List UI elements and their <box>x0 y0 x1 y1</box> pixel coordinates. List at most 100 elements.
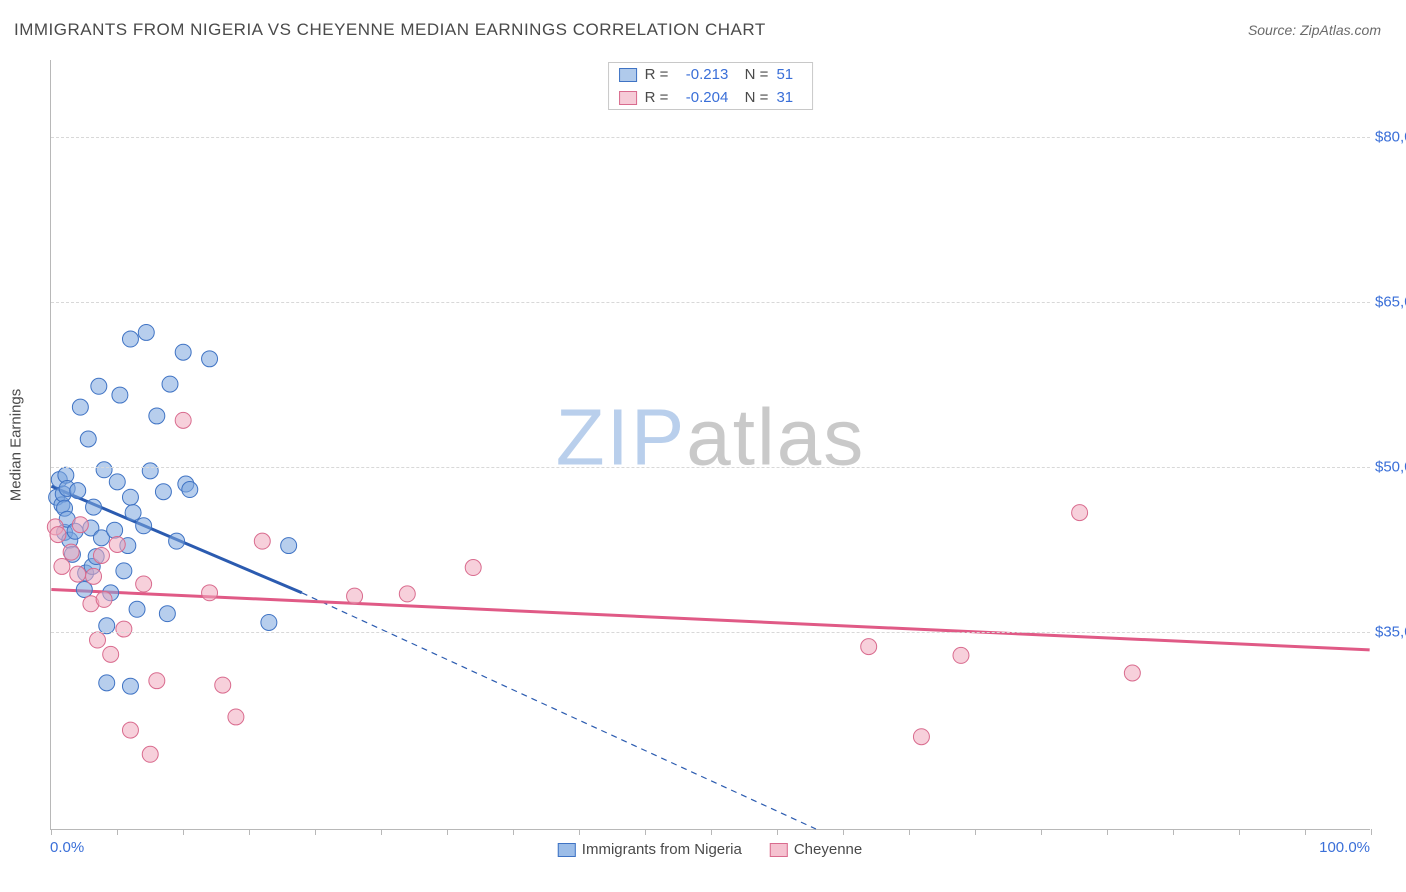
scatter-point <box>175 412 191 428</box>
x-tick <box>777 829 778 835</box>
y-tick-label: $65,000 <box>1375 294 1406 311</box>
x-tick <box>513 829 514 835</box>
scatter-point <box>70 566 86 582</box>
y-tick-label: $50,000 <box>1375 459 1406 476</box>
gridline <box>51 137 1370 138</box>
scatter-point <box>142 463 158 479</box>
series-legend: Immigrants from Nigeria Cheyenne <box>558 841 862 858</box>
scatter-point <box>122 489 138 505</box>
x-tick <box>447 829 448 835</box>
x-tick <box>1305 829 1306 835</box>
gridline <box>51 632 1370 633</box>
y-tick-label: $35,000 <box>1375 624 1406 641</box>
scatter-point <box>72 517 88 533</box>
stats-row-series-1: R = -0.204 N = 31 <box>609 86 813 109</box>
scatter-point <box>86 568 102 584</box>
scatter-point <box>465 560 481 576</box>
scatter-point <box>103 646 119 662</box>
scatter-point <box>861 639 877 655</box>
scatter-point <box>155 484 171 500</box>
scatter-point <box>91 378 107 394</box>
scatter-point <box>162 376 178 392</box>
legend-item-0: Immigrants from Nigeria <box>558 841 742 858</box>
chart-container: Median Earnings ZIPatlas R = -0.213 N = … <box>50 60 1370 830</box>
scatter-point <box>913 729 929 745</box>
scatter-point <box>149 673 165 689</box>
scatter-point <box>142 746 158 762</box>
scatter-point <box>122 331 138 347</box>
y-axis-label: Median Earnings <box>8 389 25 502</box>
scatter-point <box>96 591 112 607</box>
x-tick <box>843 829 844 835</box>
swatch-series-1 <box>619 91 637 105</box>
scatter-point <box>175 344 191 360</box>
scatter-point <box>122 722 138 738</box>
scatter-point <box>72 399 88 415</box>
x-tick <box>975 829 976 835</box>
x-axis-min-label: 0.0% <box>50 839 84 856</box>
scatter-point <box>136 518 152 534</box>
scatter-point <box>228 709 244 725</box>
x-tick <box>381 829 382 835</box>
chart-title: IMMIGRANTS FROM NIGERIA VS CHEYENNE MEDI… <box>14 20 766 40</box>
gridline <box>51 302 1370 303</box>
scatter-point <box>116 621 132 637</box>
scatter-point <box>399 586 415 602</box>
scatter-plot-svg <box>51 60 1370 829</box>
y-tick-label: $80,000 <box>1375 129 1406 146</box>
scatter-point <box>1124 665 1140 681</box>
scatter-point <box>99 675 115 691</box>
scatter-point <box>138 324 154 340</box>
x-tick <box>1239 829 1240 835</box>
x-tick <box>711 829 712 835</box>
x-tick <box>249 829 250 835</box>
x-tick <box>1107 829 1108 835</box>
stats-row-series-0: R = -0.213 N = 51 <box>609 63 813 86</box>
x-tick <box>51 829 52 835</box>
legend-label-0: Immigrants from Nigeria <box>582 841 742 858</box>
correlation-stats-legend: R = -0.213 N = 51 R = -0.204 N = 31 <box>608 62 814 110</box>
scatter-point <box>109 474 125 490</box>
scatter-point <box>96 462 112 478</box>
scatter-point <box>90 632 106 648</box>
swatch-series-0 <box>619 68 637 82</box>
scatter-point <box>149 408 165 424</box>
scatter-point <box>129 601 145 617</box>
scatter-point <box>254 533 270 549</box>
source-attribution: Source: ZipAtlas.com <box>1248 22 1381 38</box>
x-tick <box>117 829 118 835</box>
scatter-point <box>70 483 86 499</box>
scatter-point <box>202 585 218 601</box>
scatter-point <box>116 563 132 579</box>
scatter-point <box>93 547 109 563</box>
scatter-point <box>112 387 128 403</box>
legend-label-1: Cheyenne <box>794 841 862 858</box>
x-tick <box>579 829 580 835</box>
x-tick <box>183 829 184 835</box>
regression-line <box>302 593 816 829</box>
x-tick <box>315 829 316 835</box>
scatter-point <box>159 606 175 622</box>
x-tick <box>1041 829 1042 835</box>
scatter-point <box>54 558 70 574</box>
x-tick <box>1371 829 1372 835</box>
scatter-point <box>86 499 102 515</box>
scatter-point <box>215 677 231 693</box>
plot-area: ZIPatlas R = -0.213 N = 51 R = -0.204 N … <box>50 60 1370 830</box>
scatter-point <box>182 482 198 498</box>
scatter-point <box>50 527 66 543</box>
scatter-point <box>202 351 218 367</box>
legend-item-1: Cheyenne <box>770 841 862 858</box>
legend-swatch-0 <box>558 843 576 857</box>
x-tick <box>645 829 646 835</box>
regression-line <box>51 590 1369 650</box>
scatter-point <box>107 522 123 538</box>
scatter-point <box>261 614 277 630</box>
scatter-point <box>122 678 138 694</box>
scatter-point <box>347 588 363 604</box>
scatter-point <box>63 544 79 560</box>
scatter-point <box>169 533 185 549</box>
gridline <box>51 467 1370 468</box>
scatter-point <box>109 536 125 552</box>
scatter-point <box>136 576 152 592</box>
